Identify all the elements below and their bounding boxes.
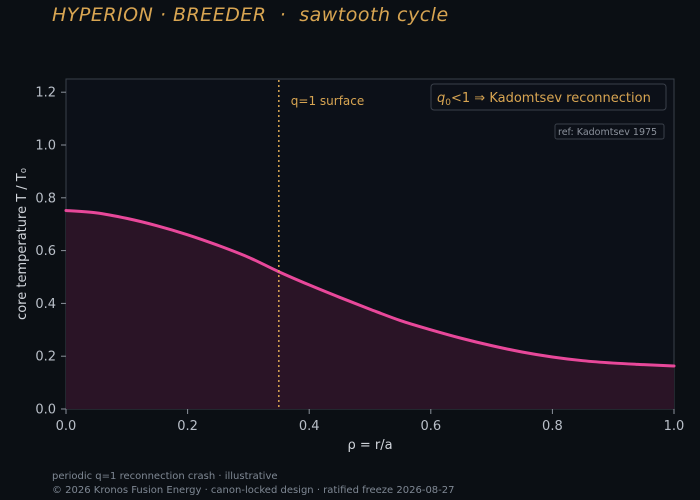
y-tick-label: 0.0: [35, 403, 56, 418]
y-tick-label: 0.2: [35, 350, 56, 365]
y-tick-label: 0.6: [35, 244, 56, 259]
y-tick-label: 0.4: [35, 297, 56, 312]
y-tick-label: 1.2: [35, 86, 56, 101]
x-tick-label: 0.2: [177, 419, 198, 434]
y-axis-ticks: 0.0 0.2 0.4 0.6 0.8 1.0 1.2: [35, 86, 66, 418]
annotation-text: q0<1 ⇒ Kadomtsev reconnection: [437, 91, 651, 108]
footer-caption: periodic q=1 reconnection crash · illust…: [52, 471, 278, 482]
x-tick-label: 1.0: [664, 419, 685, 434]
x-tick-label: 0.4: [299, 419, 320, 434]
chart-title: HYPERION · BREEDER · sawtooth cycle: [52, 4, 449, 26]
x-tick-label: 0.6: [420, 419, 441, 434]
x-tick-label: 0.0: [56, 419, 77, 434]
x-tick-label: 0.8: [542, 419, 563, 434]
ref-badge: ref: Kadomtsev 1975: [554, 123, 665, 140]
y-tick-label: 0.8: [35, 191, 56, 206]
annotation-box: q0<1 ⇒ Kadomtsev reconnection: [430, 83, 667, 111]
x-axis-ticks: 0.0 0.2 0.4 0.6 0.8 1.0: [56, 409, 685, 434]
q1-surface-label: q=1 surface: [291, 94, 364, 108]
x-axis-label: ρ = r/a: [347, 438, 392, 453]
y-tick-label: 1.0: [35, 139, 56, 154]
series-line: [64, 208, 676, 368]
ref-text: ref: Kadomtsev 1975: [558, 127, 657, 138]
footer-copyright: © 2026 Kronos Fusion Energy · canon-lock…: [52, 485, 455, 496]
y-axis-label: core temperature T / T₀: [15, 168, 30, 320]
